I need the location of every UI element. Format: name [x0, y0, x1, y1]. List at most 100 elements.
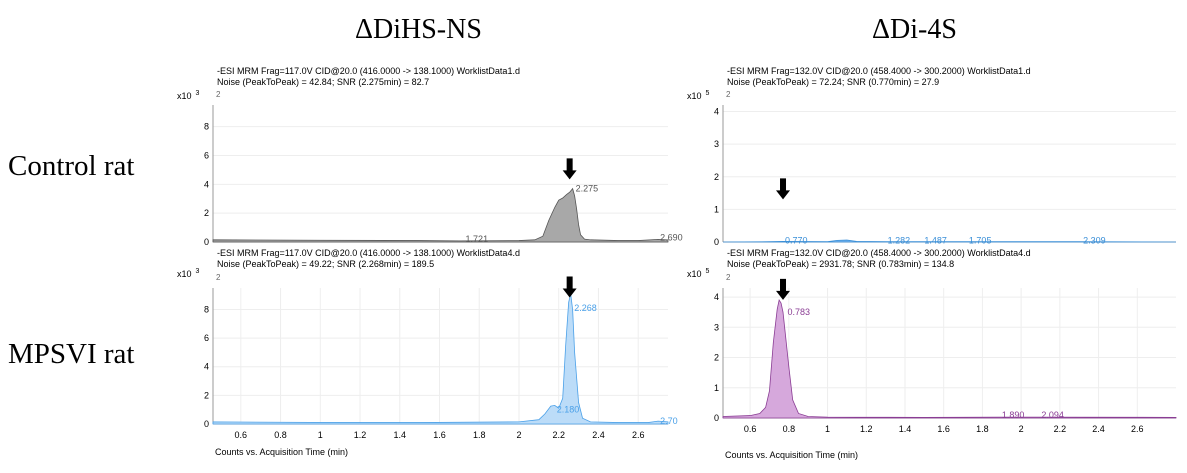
trace-area [722, 239, 1177, 243]
peak-label: 2.180 [557, 405, 580, 415]
column-title-right: ΔDi-4S [872, 14, 957, 45]
peak-label: 0.770 [785, 235, 808, 245]
panel-bottom-left: 0 2 4 6 8 2 0.6 0.8 1 1.2 1.4 1.6 1.8 2 2.2 2.4 2.6 2.268… [204, 273, 678, 440]
y-tick-label: 2 [204, 208, 209, 218]
peak-label: 1.705 [969, 235, 992, 245]
peak-label: 1.890 [1002, 410, 1025, 420]
x-tick-label: 2 [1019, 424, 1024, 434]
y-multiplier-base: x10 [177, 91, 192, 101]
header-line: -ESI MRM Frag=117.0V CID@20.0 (416.0000 … [217, 66, 520, 76]
peak-label: 0.783 [788, 307, 811, 317]
x-tick-label: 1 [825, 424, 830, 434]
y-multiplier-bottom-right: x10 5 [687, 268, 709, 279]
peak-label: 2.690 [660, 233, 683, 243]
y-multiplier-top-right: x10 5 [687, 90, 709, 101]
arrow-down-icon [562, 158, 577, 180]
x-axis-label-left: Counts vs. Acquisition Time (min) [215, 447, 349, 457]
x-tick-label: 2.4 [1092, 424, 1105, 434]
peak-label: 2.094 [1041, 410, 1064, 420]
x-tick-label: 1.4 [899, 424, 912, 434]
x-tick-label: 1.6 [937, 424, 950, 434]
y-tick-label: 3 [714, 139, 719, 149]
x-tick-label: 1.8 [976, 424, 989, 434]
y-multiplier-base: x10 [687, 269, 702, 279]
y-multiplier-top-left: x10 3 [177, 90, 199, 101]
peak-label: 1.487 [924, 235, 947, 245]
arrow-down-icon [562, 276, 577, 298]
y-tick-label: 0 [204, 419, 209, 429]
trace-area [212, 293, 669, 425]
y-tick-label: 2 [714, 353, 719, 363]
y-multiplier-exponent: 3 [195, 90, 200, 97]
row-label-control: Control rat [8, 150, 135, 182]
y-axis-top-label: 2 [216, 273, 221, 282]
x-tick-label: 0.8 [274, 430, 287, 440]
y-tick-label: 3 [714, 322, 719, 332]
row-label-mpsvi: MPSVI rat [8, 338, 135, 370]
y-tick-label: 4 [204, 362, 209, 372]
y-multiplier-base: x10 [177, 269, 192, 279]
header-line: -ESI MRM Frag=132.0V CID@20.0 (458.4000 … [727, 66, 1031, 76]
y-multiplier-base: x10 [687, 91, 702, 101]
header-line: Noise (PeakToPeak) = 42.84; SNR (2.275mi… [217, 77, 430, 87]
x-tick-label: 1.2 [354, 430, 367, 440]
y-axis-top-label: 2 [726, 90, 731, 99]
y-multiplier-exponent: 5 [705, 268, 710, 275]
header-top-left: -ESI MRM Frag=117.0V CID@20.0 (416.0000 … [217, 66, 520, 88]
y-tick-label: 8 [204, 122, 209, 132]
peak-label: 1.282 [888, 235, 911, 245]
header-line: Noise (PeakToPeak) = 72.24; SNR (0.770mi… [727, 77, 940, 87]
y-axis-top-label: 2 [216, 90, 221, 99]
y-tick-label: 8 [204, 304, 209, 314]
peak-label: 1.721 [466, 234, 489, 244]
x-tick-label: 1 [318, 430, 323, 440]
header-line: -ESI MRM Frag=117.0V CID@20.0 (416.0000 … [217, 248, 520, 258]
x-tick-label: 0.6 [235, 430, 248, 440]
x-tick-label: 2.6 [1131, 424, 1144, 434]
y-multiplier-bottom-left: x10 3 [177, 268, 199, 279]
y-tick-label: 6 [204, 333, 209, 343]
header-top-right: -ESI MRM Frag=132.0V CID@20.0 (458.4000 … [727, 66, 1031, 88]
x-tick-label: 2.4 [592, 430, 605, 440]
arrow-down-icon [776, 178, 791, 200]
y-tick-label: 4 [714, 107, 719, 117]
header-bottom-left: -ESI MRM Frag=117.0V CID@20.0 (416.0000 … [217, 248, 520, 270]
trace-area [722, 299, 1177, 419]
x-tick-label: 2.2 [552, 430, 565, 440]
x-tick-label: 0.6 [744, 424, 757, 434]
header-line: -ESI MRM Frag=132.0V CID@20.0 (458.4000 … [727, 248, 1031, 258]
peak-label: 2.268 [574, 303, 597, 313]
y-multiplier-exponent: 3 [195, 268, 200, 275]
panel-bottom-right: 0 1 2 3 4 2 0.6 0.8 1 1.2 1.4 1.6 1.8 2 2.2 2.4 2.6 0.783… [714, 273, 1177, 434]
header-line: Noise (PeakToPeak) = 49.22; SNR (2.268mi… [217, 259, 435, 269]
column-title-left: ΔDiHS-NS [355, 14, 482, 45]
y-tick-label: 6 [204, 150, 209, 160]
y-tick-label: 4 [714, 292, 719, 302]
y-tick-label: 4 [204, 179, 209, 189]
peak-label: 2.275 [576, 184, 599, 194]
panel-top-left: 0 2 4 6 8 2 2.275 1.721 2.690 [204, 90, 683, 247]
x-tick-label: 0.8 [783, 424, 796, 434]
y-tick-label: 0 [714, 413, 719, 423]
x-tick-label: 1.4 [394, 430, 407, 440]
y-tick-label: 1 [714, 204, 719, 214]
y-tick-label: 2 [204, 390, 209, 400]
x-tick-label: 2.2 [1054, 424, 1067, 434]
header-line: Noise (PeakToPeak) = 2931.78; SNR (0.783… [727, 259, 955, 269]
peak-label: 2.309 [1083, 235, 1106, 245]
x-tick-label: 1.8 [473, 430, 486, 440]
x-tick-label: 2.6 [632, 430, 645, 440]
x-tick-label: 1.6 [433, 430, 446, 440]
x-tick-label: 2 [516, 430, 521, 440]
y-tick-label: 0 [714, 237, 719, 247]
arrow-down-icon [776, 278, 791, 300]
x-tick-label: 1.2 [860, 424, 873, 434]
y-multiplier-exponent: 5 [705, 90, 710, 97]
y-tick-label: 1 [714, 383, 719, 393]
peak-label: 2.70 [660, 416, 678, 426]
header-bottom-right: -ESI MRM Frag=132.0V CID@20.0 (458.4000 … [727, 248, 1031, 270]
x-axis-label-right: Counts vs. Acquisition Time (min) [725, 450, 859, 460]
trace-area [212, 187, 669, 243]
